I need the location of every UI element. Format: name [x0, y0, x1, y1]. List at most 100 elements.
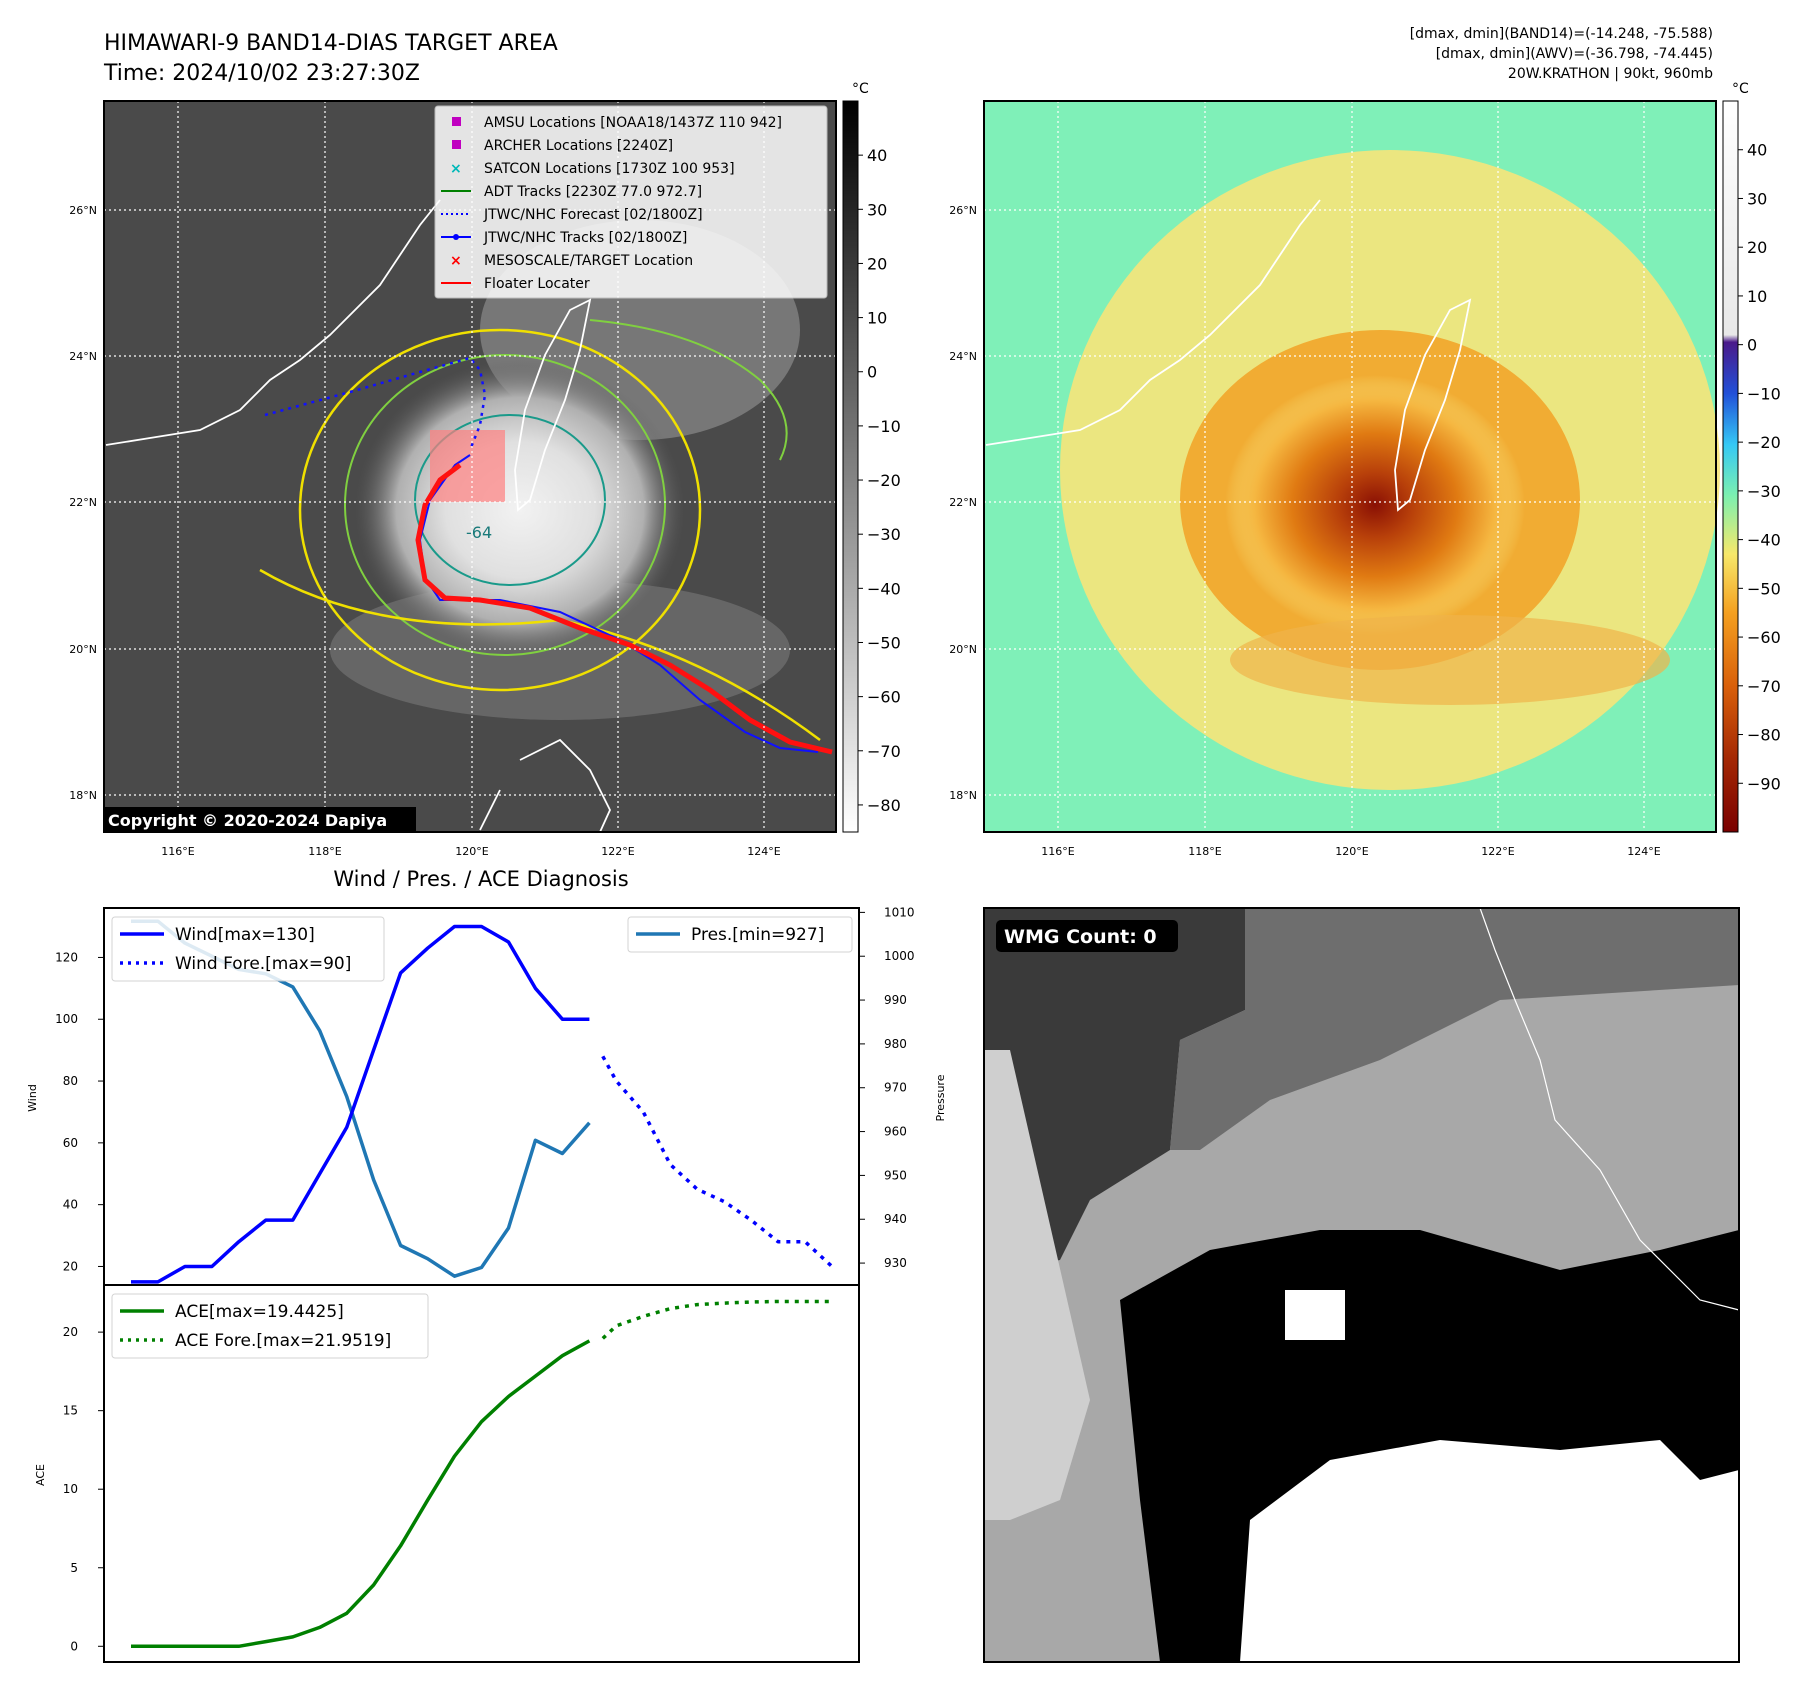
colorbar-tick-label: −10: [1747, 384, 1781, 403]
colorbar-tick-label: −10: [867, 417, 901, 436]
colorbar-tick-label: −70: [1747, 677, 1781, 696]
lat-label: 22°N: [69, 496, 97, 509]
y-tick-label: 940: [884, 1212, 907, 1226]
lat-label: 26°N: [69, 204, 97, 217]
legend-x-marker: ×: [450, 161, 462, 177]
wmg-coastline: [1479, 907, 1740, 1311]
lon-label: 124°E: [747, 845, 780, 858]
colorbar-tick-label: 40: [1747, 141, 1767, 160]
colorbar-tick-label: 30: [1747, 189, 1767, 208]
pres-ylabel: Pressure: [934, 1074, 947, 1121]
wmg-dark-region: [984, 908, 1245, 1270]
y-tick-label: 80: [63, 1074, 78, 1088]
legend-label: ARCHER Locations [2240Z]: [484, 138, 673, 154]
lon-label: 116°E: [161, 845, 194, 858]
forecast-series-line: [601, 1299, 832, 1340]
gray-colorbar: °C 40 30 20 10 0 −10 −20 −30 −40 −50 −60 −70 −80: [842, 81, 901, 833]
y-tick-label: 20: [63, 1325, 78, 1339]
lat-label: 24°N: [69, 350, 97, 363]
colorbar-tick-label: 10: [1747, 287, 1767, 306]
legend-item: JTWC/NHC Forecast [02/1800Z]: [441, 207, 703, 223]
legend-item: Floater Locater: [441, 276, 590, 292]
ir-lon-labels: 116°E 118°E 120°E 122°E 124°E: [161, 845, 780, 858]
lon-label: 118°E: [308, 845, 341, 858]
colorbar-tick-label: −80: [867, 796, 901, 815]
title-line2: Time: 2024/10/02 23:27:30Z: [103, 61, 420, 86]
lat-label: 24°N: [949, 350, 977, 363]
lon-label: 122°E: [601, 845, 634, 858]
wind-legend: Wind[max=130] Wind Fore.[max=90]: [111, 916, 385, 982]
legend-ace-fore: ACE Fore.[max=21.9519]: [175, 1331, 391, 1351]
legend-label: Floater Locater: [484, 276, 590, 292]
legend-label: JTWC/NHC Tracks [02/1800Z]: [483, 230, 687, 246]
legend-item: AMSU Locations [NOAA18/1437Z 110 942]: [452, 115, 782, 131]
legend-label: JTWC/NHC Forecast [02/1800Z]: [483, 207, 703, 223]
lat-label: 18°N: [949, 789, 977, 802]
y-tick-label: 970: [884, 1081, 907, 1095]
y-tick-label: 980: [884, 1037, 907, 1051]
track-legend: AMSU Locations [NOAA18/1437Z 110 942] ARC…: [434, 105, 828, 299]
legend-square-marker: [452, 117, 461, 126]
legend-ace: ACE[max=19.4425]: [175, 1302, 344, 1322]
colorbar-tick-label: −30: [1747, 482, 1781, 501]
y-tick-label: 15: [63, 1404, 78, 1418]
mesoscale-target-box: [430, 430, 505, 502]
ace-chart: ACE 0 5 10 15 20 ACE[max=19.4425] ACE Fore.[…: [34, 1284, 860, 1663]
colorbar-tick-label: 20: [867, 254, 887, 273]
gray-colorbar-bar: [842, 100, 859, 833]
colorbar-tick-label: −60: [1747, 628, 1781, 647]
y-tick-label: 960: [884, 1125, 907, 1139]
wmg-frame: [983, 907, 1740, 1663]
dmax-band14: [dmax, dmin](BAND14)=(-14.248, -75.588): [1410, 26, 1713, 42]
lat-label: 22°N: [949, 496, 977, 509]
colorbar-tick-label: −30: [867, 525, 901, 544]
wmg-white-region: [1240, 1440, 1739, 1662]
colorbar-tick-label: −40: [867, 579, 901, 598]
copyright-text: Copyright © 2020-2024 Dapiya: [108, 811, 387, 830]
lat-label: 20°N: [69, 643, 97, 656]
awv-lon-labels: 116°E 118°E 120°E 122°E 124°E: [1041, 845, 1660, 858]
colorbar-tick-label: −20: [867, 471, 901, 490]
y-tick-label: 100: [55, 1012, 78, 1026]
wmg-mid-region: [1170, 908, 1739, 1150]
colorbar-tick-label: 10: [867, 309, 887, 328]
observed-series-line: [131, 1339, 591, 1649]
ir-coastline-luzon: [479, 738, 611, 833]
awv-colorbar-unit: °C: [1732, 81, 1749, 97]
ir-lat-labels: 26°N 24°N 22°N 20°N 18°N: [69, 204, 97, 802]
y-tick-label: 10: [63, 1482, 78, 1496]
ir-coastline-taiwan: [514, 298, 592, 512]
y-tick-label: 120: [55, 950, 78, 964]
y-tick-label: 990: [884, 993, 907, 1007]
colorbar-tick-label: 30: [867, 200, 887, 219]
awv-coastline-taiwan: [1394, 298, 1472, 512]
dmax-awv: [dmax, dmin](AWV)=(-36.798, -74.445): [1436, 46, 1713, 62]
awv-southeast-band: [1230, 615, 1670, 705]
pres-legend: Pres.[min=927]: [627, 916, 853, 953]
colorbar-tick-label: −60: [867, 688, 901, 707]
lon-label: 120°E: [1335, 845, 1368, 858]
lon-label: 124°E: [1627, 845, 1660, 858]
y-tick-label: 60: [63, 1136, 78, 1150]
lat-label: 26°N: [949, 204, 977, 217]
ace-ylabel: ACE: [34, 1464, 47, 1486]
gray-colorbar-unit: °C: [852, 81, 869, 97]
colorbar-tick-label: −40: [1747, 531, 1781, 550]
ir-contour-teal: [414, 414, 606, 586]
colorbar-tick-label: −20: [1747, 433, 1781, 452]
diagnosis-title: Wind / Pres. / ACE Diagnosis: [333, 867, 628, 891]
floater-locater-track: [415, 463, 833, 755]
awv-lat-labels: 26°N 24°N 22°N 20°N 18°N: [949, 204, 977, 802]
lat-label: 18°N: [69, 789, 97, 802]
colorbar-tick-label: −90: [1747, 774, 1781, 793]
wind-ylabel: Wind: [26, 1084, 39, 1112]
colorbar-tick-label: 20: [1747, 238, 1767, 257]
ir-map-frame: [103, 100, 837, 833]
ace-legend: ACE[max=19.4425] ACE Fore.[max=21.9519]: [111, 1293, 429, 1359]
lon-label: 116°E: [1041, 845, 1074, 858]
lat-label: 20°N: [949, 643, 977, 656]
legend-item: ADT Tracks [2230Z 77.0 972.7]: [441, 184, 702, 200]
awv-map-panel: [983, 100, 1720, 833]
colorbar-tick-label: 0: [867, 363, 877, 382]
legend-label: ADT Tracks [2230Z 77.0 972.7]: [484, 184, 702, 200]
